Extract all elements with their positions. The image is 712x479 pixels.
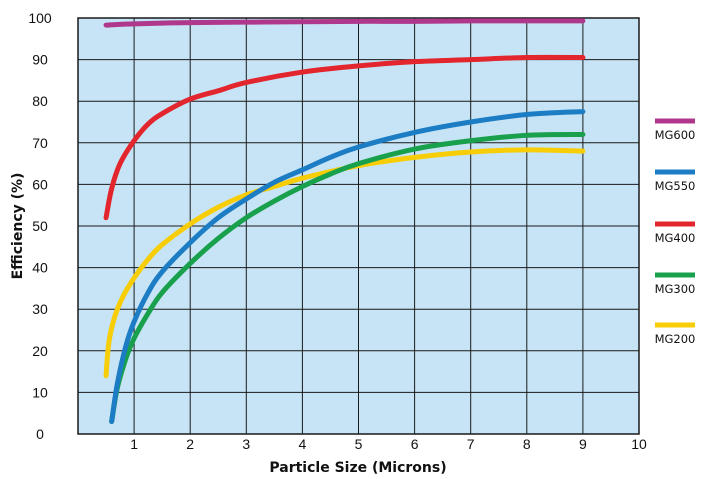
y-tick-label: 90 [32, 52, 48, 68]
x-tick-label: 6 [411, 436, 419, 452]
grid-lines [78, 18, 639, 434]
y-tick-label: 70 [32, 135, 48, 151]
y-tick-labels: 0 10 20 30 40 50 60 70 80 90 100 [28, 10, 52, 442]
y-tick-label: 50 [32, 218, 48, 234]
y-tick-label: 20 [32, 343, 48, 359]
series-line-mg550 [109, 109, 586, 425]
x-tick-label: 7 [467, 436, 475, 452]
y-tick-label: 30 [32, 301, 48, 317]
x-axis-title: Particle Size (Microns) [269, 460, 446, 476]
x-tick-label: 5 [355, 436, 363, 452]
y-tick-label: 10 [32, 384, 48, 400]
x-tick-label: 3 [242, 436, 250, 452]
legend-label-mg200: MG200 [655, 332, 696, 346]
legend-label-mg300: MG300 [655, 282, 696, 296]
x-tick-labels: 1 2 3 4 5 6 7 8 9 10 [130, 436, 647, 452]
legend-label-mg550: MG550 [655, 179, 696, 193]
y-tick-label: 0 [36, 426, 44, 442]
series-line-mg300 [109, 131, 586, 425]
legend: MG600 MG550 MG400 MG300 MG200 [655, 118, 696, 346]
y-tick-label: 40 [32, 260, 48, 276]
x-tick-label: 4 [299, 436, 307, 452]
legend-label-mg400: MG400 [655, 231, 696, 245]
x-tick-label: 8 [523, 436, 531, 452]
x-tick-label: 1 [130, 436, 138, 452]
series-line-mg200 [103, 147, 586, 379]
y-axis-title: Efficiency (%) [10, 173, 26, 280]
x-tick-label: 2 [186, 436, 194, 452]
series-line-mg600 [103, 18, 586, 28]
series-lines [103, 18, 586, 425]
legend-label-mg600: MG600 [655, 128, 696, 142]
y-tick-label: 80 [32, 93, 48, 109]
series-line-mg400 [103, 54, 586, 221]
x-tick-label: 10 [631, 436, 647, 452]
y-tick-label: 100 [28, 10, 52, 26]
x-tick-label: 9 [579, 436, 587, 452]
y-tick-label: 60 [32, 176, 48, 192]
